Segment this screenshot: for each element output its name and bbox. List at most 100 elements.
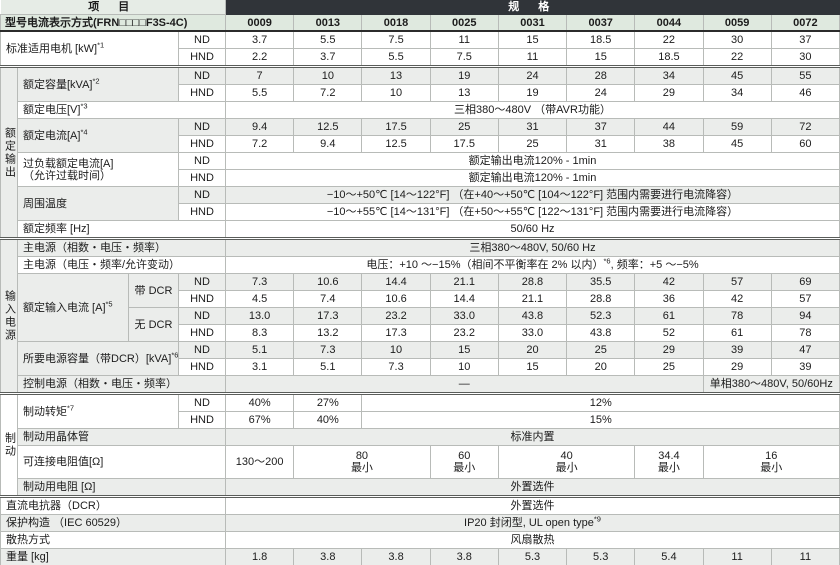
group-label: 额定输出 <box>2 127 17 179</box>
group-label: 制动 <box>2 432 17 458</box>
value-cell: 22 <box>635 31 703 49</box>
value-cell: 52 <box>635 325 703 342</box>
value-cell: 11 <box>771 549 839 565</box>
model-code-cell: 0013 <box>294 15 362 32</box>
value-cell: 5.1 <box>294 359 362 376</box>
value-cell: 21.1 <box>430 274 498 291</box>
footnote-mark: *7 <box>67 403 74 412</box>
label-text: 重量 [kg] <box>6 551 49 563</box>
value-cell: 42 <box>635 274 703 291</box>
value-cell: 7.3 <box>362 359 430 376</box>
value-cell-span: 单相380～480V, 50/60Hz <box>703 376 839 394</box>
value-text: , 频率：+5 ～−5% <box>611 259 699 271</box>
footnote-mark: *6 <box>604 257 611 266</box>
footnote-mark: *2 <box>92 76 99 85</box>
value-cell-span: 电压：+10 ～−15%（相间不平衡率在 2% 以内）*6, 频率：+5 ～−5… <box>226 257 840 274</box>
field-label-braking-torque: 制动转矩*7 <box>18 394 179 429</box>
value-cell: 13 <box>362 67 430 85</box>
label-text: 制动用晶体管 <box>23 431 89 443</box>
mode-cell: ND <box>179 342 226 359</box>
value-cell-span: IP20 封闭型, UL open type*9 <box>226 515 840 532</box>
mode-cell: HND <box>179 359 226 376</box>
value-cell: 10 <box>362 85 430 102</box>
value-cell: 46 <box>771 85 839 102</box>
field-label-weight: 重量 [kg] <box>1 549 226 565</box>
row-overload-nd: 过负载额定电流[A]（允许过载时间） ND 额定输出电流120% - 1min <box>1 153 840 170</box>
value-cell: 30 <box>703 31 771 49</box>
value-text: 40 <box>501 450 632 462</box>
row-power-capacity-nd: 所要电源容量（带DCR）[kVA]*6 ND 5.1 7.3 10 15 20 … <box>1 342 840 359</box>
field-label-braking-resistor: 制动用电阻 [Ω] <box>18 479 226 497</box>
value-cell: 28 <box>567 67 635 85</box>
row-braking-transistor: 制动用晶体管 标准内置 <box>1 429 840 446</box>
value-cell: 10 <box>430 359 498 376</box>
value-cell: 10 <box>362 342 430 359</box>
mode-cell: HND <box>179 49 226 67</box>
value-cell: 14.4 <box>362 274 430 291</box>
mode-cell: ND <box>179 31 226 49</box>
model-code-cell: 0044 <box>635 15 703 32</box>
model-label: 型号电流表示方式(FRN□□□□F3S-4C) <box>1 15 226 32</box>
label-text: 主电源（电压・频率/允许变动） <box>23 259 180 271</box>
value-cell: 40% <box>294 412 362 429</box>
value-cell: 10.6 <box>362 291 430 308</box>
value-cell: 23.2 <box>430 325 498 342</box>
row-control-power: 控制电源（相数・电压・频率） — 单相380～480V, 50/60Hz <box>1 376 840 394</box>
value-cell: 7.3 <box>294 342 362 359</box>
value-cell: 5.5 <box>294 31 362 49</box>
mode-cell: HND <box>179 204 226 221</box>
model-code-cell: 0072 <box>771 15 839 32</box>
value-cell: 3.7 <box>226 31 294 49</box>
value-cell: 7.5 <box>430 49 498 67</box>
value-cell: 3.1 <box>226 359 294 376</box>
value-cell: 7.5 <box>362 31 430 49</box>
value-cell-span: −10～+50℃ [14～122°F] （在+40～+50℃ [104～122°… <box>226 187 840 204</box>
value-cell-span: 外置选件 <box>226 497 840 515</box>
label-text: 可连接电阻值[Ω] <box>23 456 103 468</box>
label-text: 过负载额定电流[A] <box>23 158 176 170</box>
value-cell: 25 <box>635 359 703 376</box>
value-cell: 47 <box>771 342 839 359</box>
value-cell: 10.6 <box>294 274 362 291</box>
min-text: 最小 <box>706 462 837 474</box>
value-cell: 25 <box>498 136 566 153</box>
value-cell: 29 <box>635 342 703 359</box>
value-cell: 61 <box>635 308 703 325</box>
field-label-braking-transistor: 制动用晶体管 <box>18 429 226 446</box>
group-rated-output: 额定输出 <box>1 67 18 239</box>
row-protection: 保护构造 （IEC 60529） IP20 封闭型, UL open type*… <box>1 515 840 532</box>
model-code-cell: 0018 <box>362 15 430 32</box>
label-text: 保护构造 （IEC 60529） <box>6 517 127 529</box>
field-label-dc-reactor: 直流电抗器（DCR） <box>1 497 226 515</box>
row-ambient-nd: 周围温度 ND −10～+50℃ [14～122°F] （在+40～+50℃ [… <box>1 187 840 204</box>
value-cell: 4.5 <box>226 291 294 308</box>
label-text: 控制电源（相数・电压・频率） <box>23 378 177 390</box>
value-cell-span: 三相380～480V, 50/60 Hz <box>226 239 840 257</box>
mode-cell: HND <box>179 170 226 187</box>
value-cell: 28.8 <box>567 291 635 308</box>
value-cell: 20 <box>498 342 566 359</box>
model-code-cell: 0025 <box>430 15 498 32</box>
value-cell: 18.5 <box>635 49 703 67</box>
row-dc-reactor: 直流电抗器（DCR） 外置选件 <box>1 497 840 515</box>
spec-header: 规 格 <box>226 0 840 15</box>
value-cell: 17.3 <box>362 325 430 342</box>
row-current-nd: 额定电流[A]*4 ND 9.4 12.5 17.5 25 31 37 44 5… <box>1 119 840 136</box>
group-label: 输入电源 <box>2 290 17 342</box>
field-label-protection: 保护构造 （IEC 60529） <box>1 515 226 532</box>
footnote-mark: *5 <box>106 299 113 308</box>
field-label-capacity: 额定容量[kVA]*2 <box>18 67 179 102</box>
label-text: 散热方式 <box>6 534 50 546</box>
value-cell: 43.8 <box>567 325 635 342</box>
row-braking-resistor: 制动用电阻 [Ω] 外置选件 <box>1 479 840 497</box>
value-cell: 7.3 <box>226 274 294 291</box>
value-cell: 9.4 <box>294 136 362 153</box>
value-text: 16 <box>706 450 837 462</box>
value-cell: 13 <box>430 85 498 102</box>
value-cell: 40% <box>226 394 294 412</box>
value-cell-span: 15% <box>362 412 840 429</box>
value-cell: 39 <box>771 359 839 376</box>
